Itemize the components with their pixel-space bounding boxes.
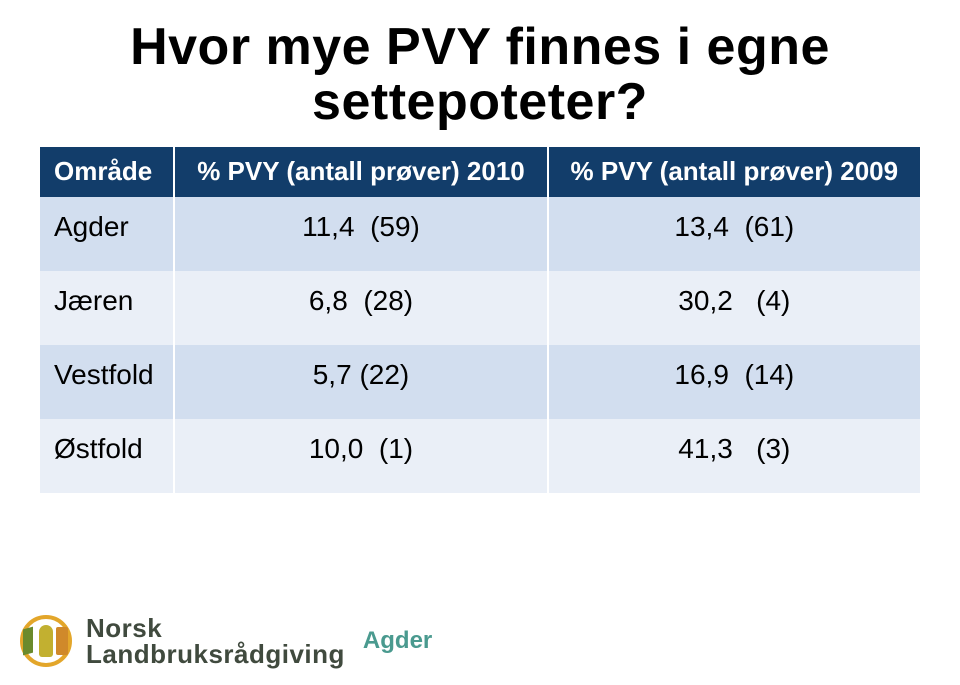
cell-2009: 30,2 (4) (548, 271, 920, 345)
table-row: Østfold 10,0 (1) 41,3 (3) (40, 419, 920, 493)
cell-2010: 6,8 (28) (174, 271, 547, 345)
slide-title: Hvor mye PVY finnes i egne settepoteter? (40, 20, 920, 129)
brand-name: Norsk Landbruksrådgiving (86, 615, 345, 667)
cell-region: Vestfold (40, 345, 174, 419)
col-header-2009: % PVY (antall prøver) 2009 (548, 147, 920, 197)
slide: Hvor mye PVY finnes i egne settepoteter?… (0, 0, 960, 685)
table-row: Jæren 6,8 (28) 30,2 (4) (40, 271, 920, 345)
cell-2009: 16,9 (14) (548, 345, 920, 419)
table-header-row: Område % PVY (antall prøver) 2010 % PVY … (40, 147, 920, 197)
brand-line1: Norsk (86, 615, 345, 641)
cell-region: Agder (40, 197, 174, 271)
col-header-region: Område (40, 147, 174, 197)
brand-text: Norsk Landbruksrådgiving Agder (86, 615, 432, 667)
footer: Norsk Landbruksrådgiving Agder (20, 615, 432, 667)
col-header-2010: % PVY (antall prøver) 2010 (174, 147, 547, 197)
cell-2009: 41,3 (3) (548, 419, 920, 493)
cell-2010: 5,7 (22) (174, 345, 547, 419)
cell-2010: 11,4 (59) (174, 197, 547, 271)
table-row: Vestfold 5,7 (22) 16,9 (14) (40, 345, 920, 419)
cell-2009: 13,4 (61) (548, 197, 920, 271)
cell-region: Østfold (40, 419, 174, 493)
brand-badge-icon (20, 615, 72, 667)
cell-2010: 10,0 (1) (174, 419, 547, 493)
table-row: Agder 11,4 (59) 13,4 (61) (40, 197, 920, 271)
brand-line2: Landbruksrådgiving (86, 641, 345, 667)
brand-sub: Agder (363, 627, 432, 655)
cell-region: Jæren (40, 271, 174, 345)
pvy-table: Område % PVY (antall prøver) 2010 % PVY … (40, 147, 920, 493)
